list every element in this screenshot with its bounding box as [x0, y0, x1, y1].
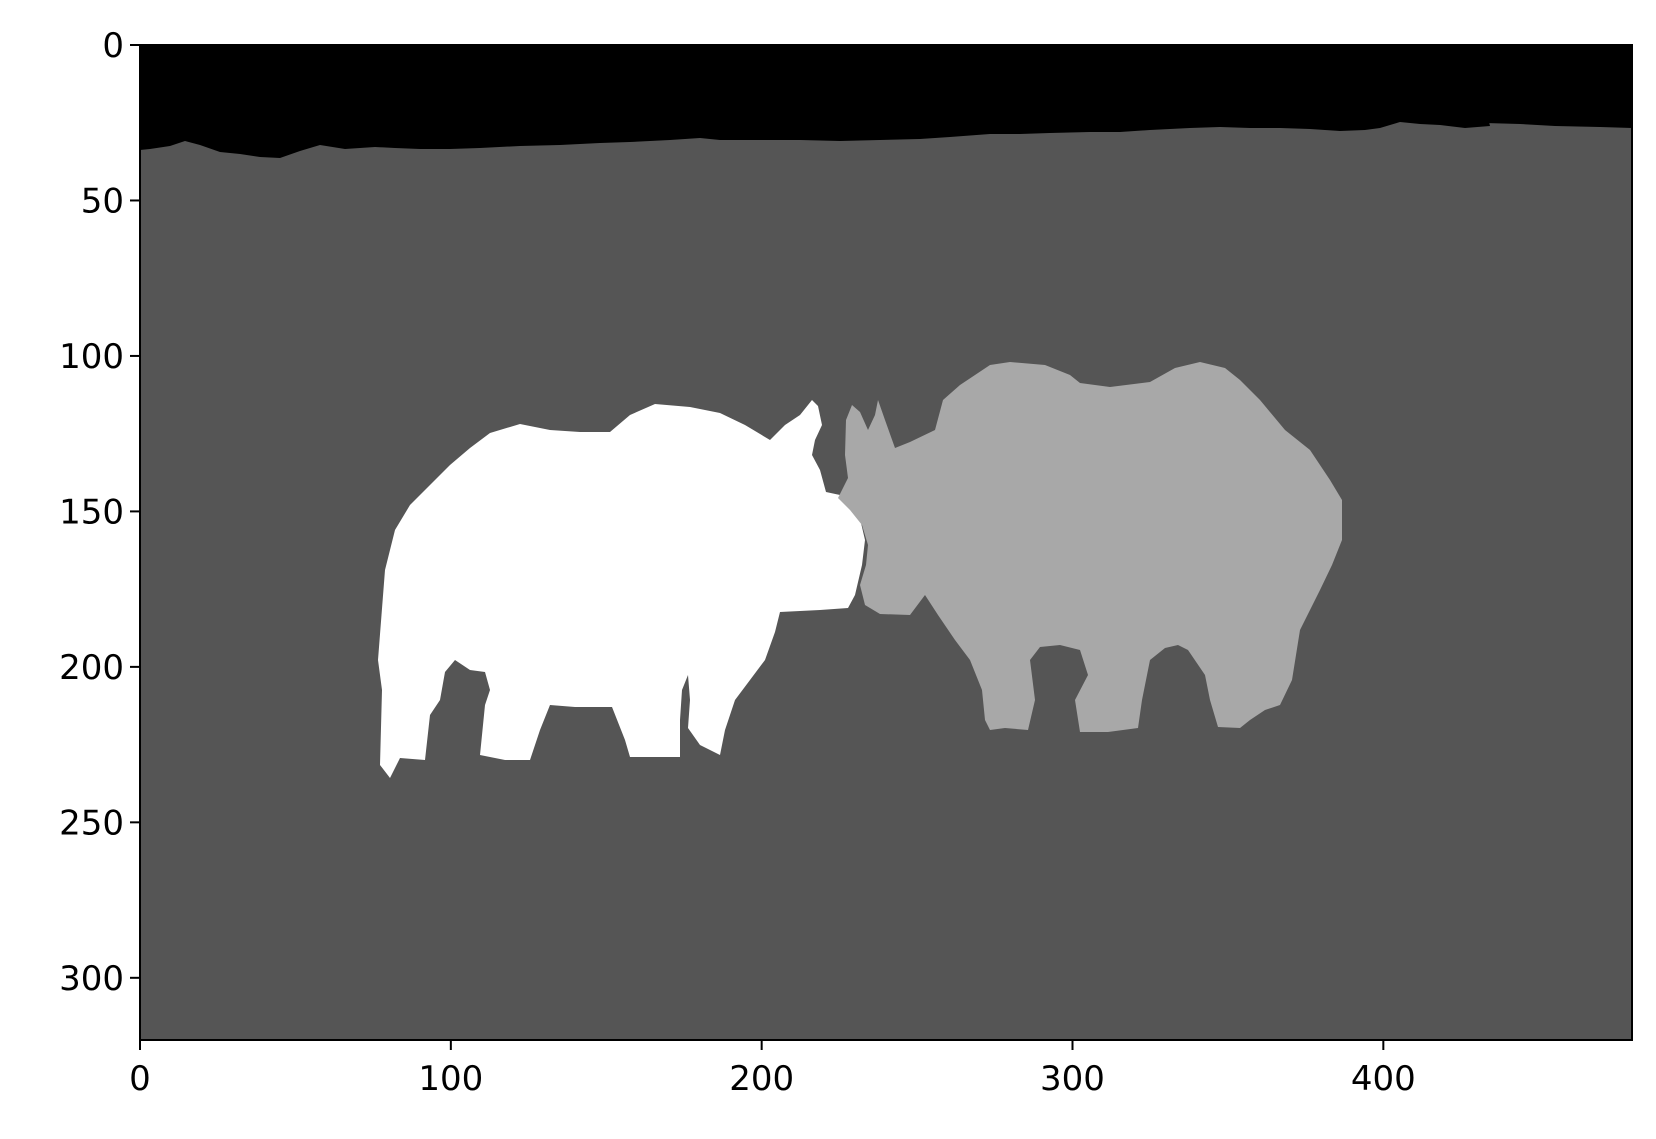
sky-region	[140, 45, 1632, 158]
x-axis: 0 100 200 300 400	[129, 1040, 1416, 1099]
y-tick-label: 300	[59, 959, 124, 999]
plot-frame	[139, 44, 1633, 1041]
y-tick-label: 250	[59, 803, 124, 843]
x-tick-label: 300	[1040, 1059, 1105, 1099]
y-tick-label: 0	[102, 26, 124, 66]
x-tick-label: 200	[729, 1059, 794, 1099]
y-tick-label: 50	[81, 181, 124, 221]
x-tick-label: 100	[418, 1059, 483, 1099]
rhino-right-region	[838, 362, 1342, 732]
x-tick-label: 0	[129, 1059, 151, 1099]
y-tick-label: 200	[59, 648, 124, 688]
y-tick-label: 100	[59, 337, 124, 377]
x-tick-label: 400	[1351, 1059, 1416, 1099]
y-axis: 0 50 100 150 200 250 300	[59, 26, 140, 999]
y-tick-label: 150	[59, 492, 124, 532]
segmentation-image	[140, 45, 1632, 1040]
rhino-left-region	[378, 400, 865, 778]
